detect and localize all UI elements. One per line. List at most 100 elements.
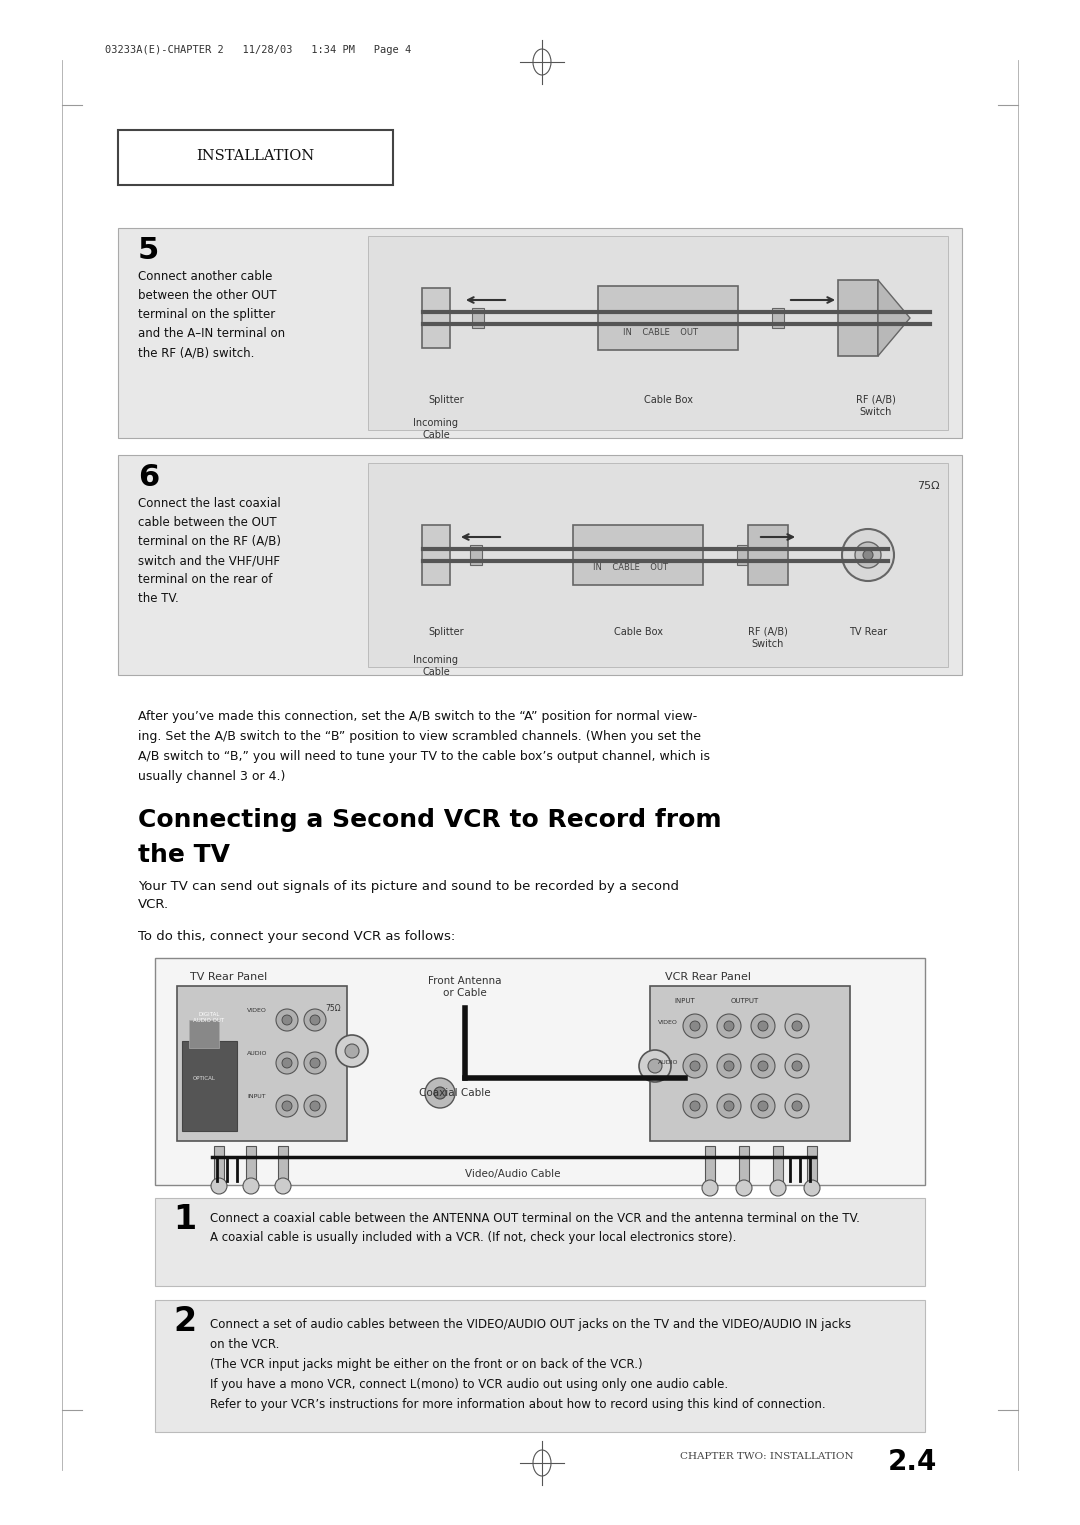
Text: Video/Audio Cable: Video/Audio Cable — [465, 1170, 561, 1179]
Circle shape — [770, 1180, 786, 1196]
Circle shape — [751, 1093, 775, 1118]
Text: (The VCR input jacks might be either on the front or on back of the VCR.): (The VCR input jacks might be either on … — [210, 1357, 643, 1371]
Text: 6: 6 — [138, 464, 159, 493]
FancyBboxPatch shape — [705, 1145, 715, 1183]
Text: Coaxial Cable: Coaxial Cable — [419, 1087, 490, 1098]
Text: VIDEO: VIDEO — [247, 1008, 267, 1013]
Text: IN    CABLE    OUT: IN CABLE OUT — [623, 328, 698, 337]
Text: Connect another cable
between the other OUT
terminal on the splitter
and the A–I: Connect another cable between the other … — [138, 270, 285, 358]
FancyBboxPatch shape — [368, 236, 948, 430]
Text: RF (A/B)
Switch: RF (A/B) Switch — [856, 395, 896, 416]
Circle shape — [735, 1180, 752, 1196]
Circle shape — [751, 1014, 775, 1039]
Circle shape — [211, 1177, 227, 1194]
Text: AUDIO: AUDIO — [658, 1060, 678, 1066]
Circle shape — [717, 1093, 741, 1118]
Circle shape — [243, 1177, 259, 1194]
Circle shape — [690, 1101, 700, 1112]
Circle shape — [648, 1058, 662, 1074]
FancyBboxPatch shape — [807, 1145, 816, 1183]
Circle shape — [310, 1016, 320, 1025]
Text: To do this, connect your second VCR as follows:: To do this, connect your second VCR as f… — [138, 930, 456, 942]
FancyBboxPatch shape — [156, 1299, 924, 1432]
FancyBboxPatch shape — [118, 130, 393, 185]
Circle shape — [683, 1093, 707, 1118]
Text: Connect a coaxial cable between the ANTENNA OUT terminal on the VCR and the ante: Connect a coaxial cable between the ANTE… — [210, 1212, 860, 1243]
Text: 75Ω: 75Ω — [917, 480, 940, 491]
Text: Front Antenna
or Cable: Front Antenna or Cable — [429, 976, 502, 997]
Circle shape — [336, 1035, 368, 1068]
Circle shape — [717, 1054, 741, 1078]
Circle shape — [751, 1054, 775, 1078]
Text: usually channel 3 or 4.): usually channel 3 or 4.) — [138, 770, 285, 782]
FancyBboxPatch shape — [214, 1145, 224, 1180]
Text: 2.4: 2.4 — [888, 1449, 937, 1476]
Text: After you’ve made this connection, set the A/B switch to the “A” position for no: After you’ve made this connection, set t… — [138, 711, 698, 723]
Circle shape — [683, 1014, 707, 1039]
Circle shape — [282, 1101, 292, 1112]
Circle shape — [688, 1078, 718, 1109]
FancyBboxPatch shape — [422, 288, 450, 348]
Text: If you have a mono VCR, connect L(mono) to VCR audio out using only one audio ca: If you have a mono VCR, connect L(mono) … — [210, 1379, 728, 1391]
Text: VIDEO: VIDEO — [658, 1020, 678, 1025]
Circle shape — [282, 1058, 292, 1068]
Circle shape — [276, 1095, 298, 1116]
Circle shape — [758, 1061, 768, 1071]
Circle shape — [855, 541, 881, 567]
Text: Splitter: Splitter — [428, 627, 463, 637]
FancyBboxPatch shape — [650, 987, 850, 1141]
Circle shape — [792, 1022, 802, 1031]
Text: ing. Set the A/B switch to the “B” position to view scrambled channels. (When yo: ing. Set the A/B switch to the “B” posit… — [138, 730, 701, 743]
Text: TV Rear Panel: TV Rear Panel — [190, 971, 267, 982]
Circle shape — [758, 1022, 768, 1031]
Text: 5: 5 — [138, 236, 159, 265]
Circle shape — [724, 1022, 734, 1031]
FancyBboxPatch shape — [642, 308, 654, 328]
Text: CHAPTER TWO: INSTALLATION: CHAPTER TWO: INSTALLATION — [680, 1452, 853, 1461]
FancyBboxPatch shape — [470, 544, 482, 564]
Circle shape — [683, 1054, 707, 1078]
Text: 03233A(E)-CHAPTER 2   11/28/03   1:34 PM   Page 4: 03233A(E)-CHAPTER 2 11/28/03 1:34 PM Pag… — [105, 46, 411, 55]
Text: DIGITAL
AUDIO OUT: DIGITAL AUDIO OUT — [193, 1013, 225, 1023]
Circle shape — [639, 1051, 671, 1083]
Text: the TV: the TV — [138, 843, 230, 868]
FancyBboxPatch shape — [156, 1199, 924, 1286]
Text: Incoming
Cable: Incoming Cable — [414, 418, 459, 439]
FancyBboxPatch shape — [177, 987, 347, 1141]
Circle shape — [276, 1010, 298, 1031]
Text: 75Ω: 75Ω — [325, 1003, 340, 1013]
Circle shape — [785, 1093, 809, 1118]
Text: Incoming
Cable: Incoming Cable — [414, 656, 459, 677]
Polygon shape — [878, 281, 910, 355]
Circle shape — [724, 1101, 734, 1112]
Text: Splitter: Splitter — [428, 395, 463, 406]
Text: IN    CABLE    OUT: IN CABLE OUT — [593, 563, 669, 572]
FancyBboxPatch shape — [156, 958, 924, 1185]
FancyBboxPatch shape — [739, 1145, 750, 1183]
Text: Your TV can send out signals of its picture and sound to be recorded by a second: Your TV can send out signals of its pict… — [138, 880, 679, 912]
Text: Connect a set of audio cables between the VIDEO/AUDIO OUT jacks on the TV and th: Connect a set of audio cables between th… — [210, 1318, 851, 1331]
Circle shape — [345, 1045, 359, 1058]
Text: Cable Box: Cable Box — [613, 627, 662, 637]
Text: INPUT: INPUT — [247, 1093, 266, 1100]
Circle shape — [863, 551, 873, 560]
FancyBboxPatch shape — [617, 544, 629, 564]
FancyBboxPatch shape — [748, 525, 788, 586]
Circle shape — [303, 1010, 326, 1031]
Circle shape — [426, 1078, 455, 1109]
FancyBboxPatch shape — [278, 1145, 288, 1180]
FancyBboxPatch shape — [422, 525, 450, 586]
Circle shape — [724, 1061, 734, 1071]
Circle shape — [792, 1101, 802, 1112]
Text: Refer to your VCR’s instructions for more information about how to record using : Refer to your VCR’s instructions for mor… — [210, 1398, 825, 1411]
Circle shape — [804, 1180, 820, 1196]
Circle shape — [434, 1087, 446, 1100]
Circle shape — [792, 1061, 802, 1071]
Circle shape — [758, 1101, 768, 1112]
FancyBboxPatch shape — [772, 308, 784, 328]
FancyBboxPatch shape — [189, 1020, 219, 1048]
Text: VCR Rear Panel: VCR Rear Panel — [665, 971, 751, 982]
Circle shape — [785, 1014, 809, 1039]
Text: RF (A/B)
Switch: RF (A/B) Switch — [748, 627, 788, 648]
Text: OPTICAL: OPTICAL — [192, 1077, 215, 1081]
